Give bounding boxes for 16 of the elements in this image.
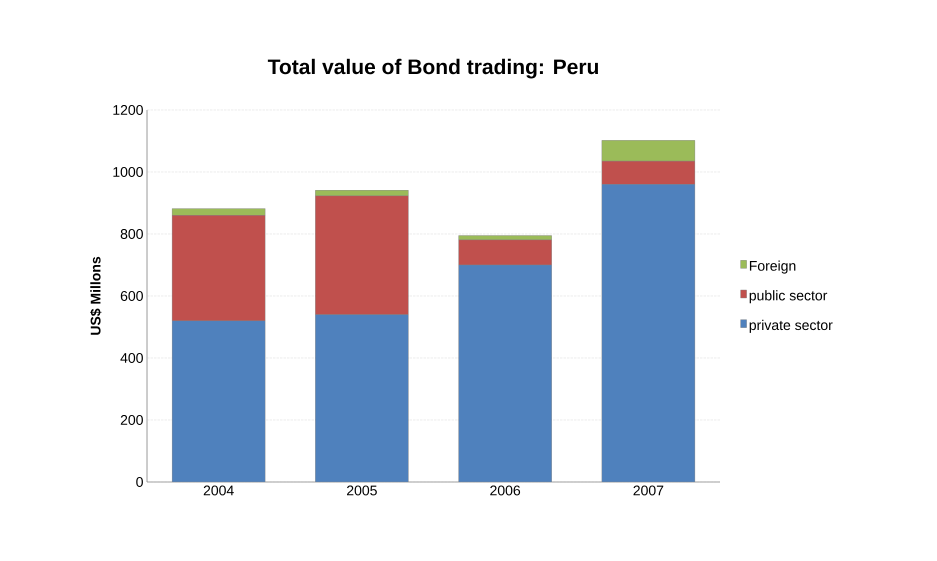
legend-label: private sector — [750, 320, 833, 333]
y-tick-label: 400 — [120, 353, 143, 363]
legend-label: public sector — [750, 290, 828, 304]
y-tick-label: 800 — [120, 229, 143, 239]
legend-label: Foreign — [750, 260, 796, 274]
x-tick-label: 2007 — [634, 486, 664, 496]
y-tick-label: 600 — [120, 291, 143, 301]
y-tick-label: 1200 — [113, 105, 143, 115]
y-tick-label: 0 — [136, 477, 143, 487]
y-tick-label: 1000 — [113, 167, 143, 177]
x-tick-label: 2005 — [347, 486, 377, 496]
x-tick-label: 2004 — [204, 486, 234, 496]
chart-title: Total value of Bond trading: Peru — [268, 58, 598, 78]
y-axis-title: US$ Millons — [90, 256, 102, 335]
y-tick-label: 200 — [120, 415, 143, 425]
x-tick-label: 2006 — [490, 486, 520, 496]
